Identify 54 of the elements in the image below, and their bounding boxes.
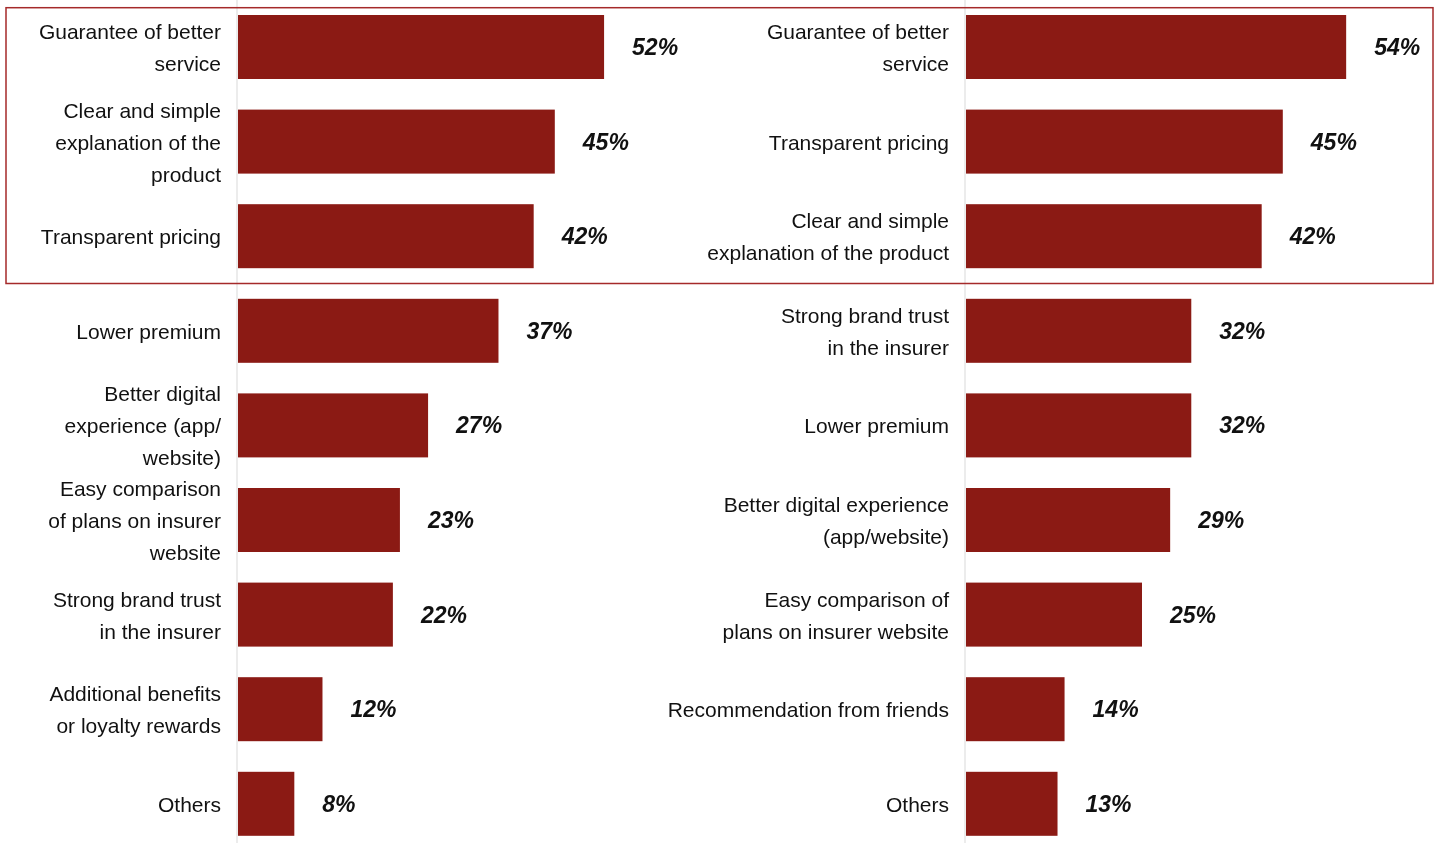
y-tick-label: Strong brand trust in the insurer	[52, 587, 222, 643]
data-label: 42%	[1288, 223, 1336, 250]
data-label: 45%	[1309, 128, 1357, 155]
data-label: 22%	[419, 601, 467, 628]
bar	[966, 488, 1171, 552]
data-label: 13%	[1085, 790, 1132, 817]
data-label: 23%	[426, 507, 474, 533]
y-tick-label: Better digital experience (app/website)	[723, 492, 949, 548]
data-label: 45%	[581, 128, 629, 155]
y-tick-label: Strong brand trust in the insurer	[780, 303, 950, 359]
bar	[966, 393, 1192, 458]
y-tick-label: Better digital experience (app/ website)	[64, 381, 222, 469]
data-label: 8%	[322, 790, 356, 817]
data-label: 42%	[560, 223, 608, 250]
y-tick-label: Guarantee of better service	[38, 19, 221, 75]
data-label: 32%	[1219, 317, 1266, 344]
y-tick-label: Easy comparison of plans on insurer website	[48, 476, 221, 564]
y-tick-label: Additional benefits or loyalty rewards	[49, 681, 221, 737]
bar	[966, 677, 1065, 742]
bar	[966, 771, 1058, 836]
data-label: 14%	[1092, 696, 1139, 723]
bar	[238, 298, 499, 363]
data-label: 32%	[1219, 412, 1266, 439]
bar	[966, 298, 1192, 363]
bar	[238, 488, 400, 552]
bar	[966, 109, 1283, 174]
data-label: 27%	[455, 412, 503, 439]
y-tick-label: Lower premium	[804, 413, 949, 437]
y-tick-label: Others	[885, 792, 949, 816]
y-tick-label: Easy comparison of plans on insurer website	[722, 587, 950, 643]
data-label: 37%	[526, 317, 573, 344]
bar	[238, 393, 429, 458]
bar	[966, 204, 1262, 269]
bar	[966, 15, 1347, 79]
data-label: 29%	[1197, 507, 1245, 533]
bar	[238, 109, 555, 174]
y-tick-label: Others	[157, 792, 221, 816]
bar	[966, 582, 1142, 647]
y-tick-label: Guarantee of better service	[766, 19, 949, 75]
bar	[238, 15, 605, 79]
y-tick-label: Transparent pricing	[768, 130, 949, 154]
bar	[238, 677, 323, 742]
y-tick-label: Clear and simple explanation of the product	[55, 98, 222, 186]
data-label: 12%	[350, 696, 397, 723]
y-tick-label: Clear and simple explanation of the product	[707, 208, 950, 264]
data-label: 25%	[1169, 601, 1217, 628]
bar	[238, 771, 295, 836]
y-tick-label: Transparent pricing	[40, 224, 221, 248]
data-label: 52%	[632, 34, 679, 60]
bar	[238, 582, 393, 647]
data-label: 54%	[1374, 34, 1421, 60]
y-tick-label: Lower premium	[76, 319, 221, 343]
bar	[238, 204, 534, 269]
y-tick-label: Recommendation from friends	[667, 697, 949, 721]
